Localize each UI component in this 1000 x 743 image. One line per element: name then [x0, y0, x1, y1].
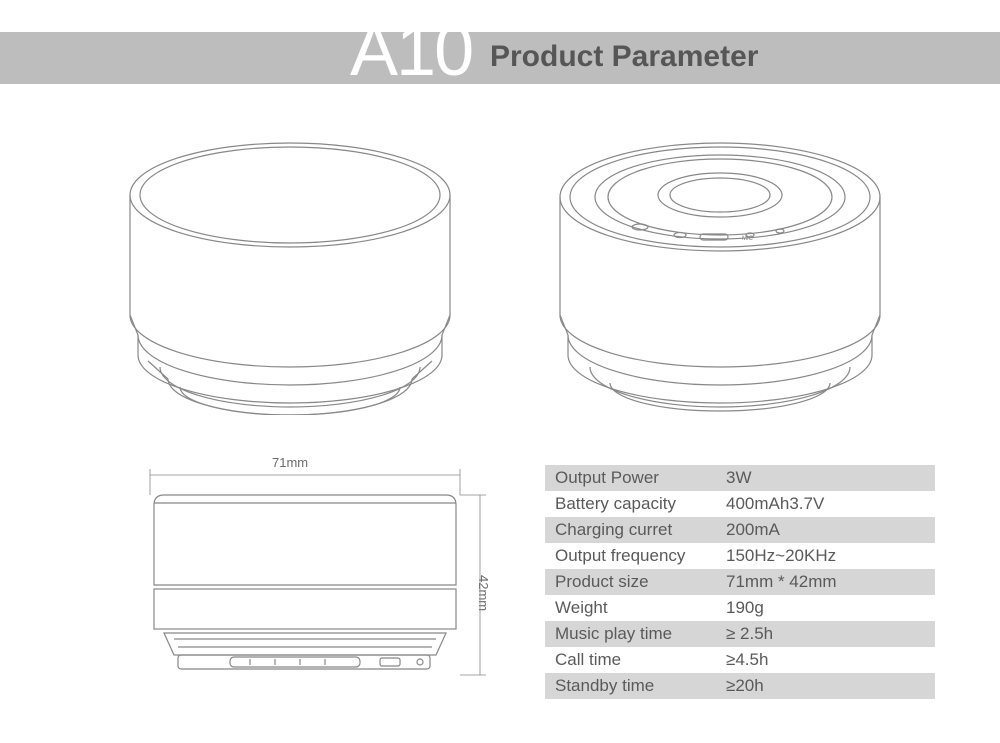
spec-label: Output Power	[545, 468, 720, 488]
spec-label: Charging curret	[545, 520, 720, 540]
spec-label: Standby time	[545, 676, 720, 696]
model-name: A10	[350, 10, 472, 92]
spec-value: 71mm * 42mm	[720, 572, 935, 592]
spec-label: Output frequency	[545, 546, 720, 566]
spec-value: ≥ 2.5h	[720, 624, 935, 644]
table-row: Output Power 3W	[545, 465, 935, 491]
speaker-top-drawing	[120, 135, 460, 415]
table-row: Product size 71mm * 42mm	[545, 569, 935, 595]
spec-label: Battery capacity	[545, 494, 720, 514]
spec-value: 3W	[720, 468, 935, 488]
spec-table: Output Power 3W Battery capacity 400mAh3…	[545, 465, 935, 699]
speaker-bottom-drawing: MIC	[550, 135, 890, 415]
table-row: Battery capacity 400mAh3.7V	[545, 491, 935, 517]
spec-value: ≥20h	[720, 676, 935, 696]
table-row: Call time ≥4.5h	[545, 647, 935, 673]
spec-label: Weight	[545, 598, 720, 618]
spec-label: Music play time	[545, 624, 720, 644]
spec-value: 150Hz~20KHz	[720, 546, 935, 566]
spec-value: 190g	[720, 598, 935, 618]
spec-value: 200mA	[720, 520, 935, 540]
table-row: Charging curret 200mA	[545, 517, 935, 543]
spec-label: Product size	[545, 572, 720, 592]
spec-label: Call time	[545, 650, 720, 670]
svg-text:MIC: MIC	[742, 236, 754, 242]
speaker-side-drawing	[120, 455, 500, 705]
table-row: Output frequency 150Hz~20KHz	[545, 543, 935, 569]
table-row: Standby time ≥20h	[545, 673, 935, 699]
product-drawings-top: MIC	[0, 115, 1000, 415]
table-row: Weight 190g	[545, 595, 935, 621]
header-title: Product Parameter	[490, 40, 758, 74]
spec-value: 400mAh3.7V	[720, 494, 935, 514]
spec-value: ≥4.5h	[720, 650, 935, 670]
table-row: Music play time ≥ 2.5h	[545, 621, 935, 647]
